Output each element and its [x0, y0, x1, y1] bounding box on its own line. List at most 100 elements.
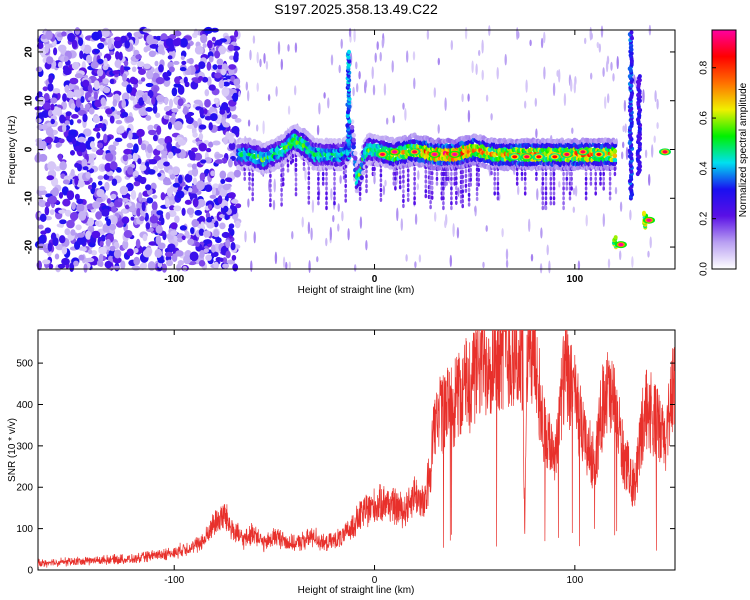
spectrogram-cell — [477, 177, 481, 182]
spectrogram-cell — [365, 188, 368, 194]
spectrogram-cell — [358, 186, 362, 192]
spectrogram-cell — [469, 177, 473, 182]
spectrogram-cell — [570, 171, 573, 177]
spectrogram-cell — [227, 44, 235, 52]
spectrogram-cell — [139, 263, 146, 270]
spectrogram-cell — [208, 122, 213, 131]
spectrogram-cell — [243, 171, 246, 177]
spectrogram-cell — [455, 200, 458, 205]
spectrogram-cell — [190, 227, 195, 235]
spectrogram-cell — [228, 132, 236, 138]
spectrogram-cell — [374, 52, 377, 63]
spectrogram-cell — [562, 181, 565, 186]
spectrogram-cell — [430, 195, 434, 200]
spectrogram-cell — [188, 187, 193, 193]
spectrogram-cell — [132, 152, 139, 162]
spectrogram-cell — [122, 239, 129, 250]
spectrogram-cell — [558, 181, 561, 188]
spectrogram-cell — [158, 64, 164, 73]
spectrogram-cell — [230, 199, 239, 204]
spectrogram-cell — [461, 93, 464, 103]
spectrogram-cell — [442, 186, 445, 191]
spectrogram-cell — [76, 198, 84, 205]
spectrogram-cell — [78, 37, 84, 46]
spectrogram-cell — [92, 115, 101, 124]
spectrogram-cell — [584, 176, 588, 181]
spectrogram-cell — [344, 183, 348, 189]
spectrogram-cell — [145, 115, 152, 121]
spectrogram-cell — [317, 186, 320, 191]
spectrogram-cell — [457, 187, 460, 197]
spectrogram-cell — [198, 259, 206, 267]
spectrogram-cell — [642, 89, 645, 104]
spectrogram-cell — [116, 110, 121, 116]
spectrogram-cell — [543, 31, 546, 44]
spectrogram-cell — [520, 171, 524, 177]
spectrogram-cell — [358, 71, 361, 80]
spectrogram-cell — [653, 135, 656, 143]
spectrogram-cell — [102, 64, 109, 71]
spectrogram-cell — [146, 70, 154, 80]
spectrogram-cell — [330, 54, 334, 66]
spectrogram-cell — [402, 174, 405, 179]
spectrogram-cell — [75, 224, 82, 231]
spectrogram-cell — [54, 253, 60, 260]
spectrogram-cell — [541, 191, 545, 196]
spectrogram-cell — [174, 215, 180, 224]
spectrogram-cell — [66, 219, 75, 229]
spectrogram-cell — [536, 188, 539, 201]
spectrogram-cell — [544, 181, 548, 186]
spectrogram-cell — [321, 181, 325, 186]
spectrogram-cell — [549, 196, 553, 201]
spectrogram-y-tick-label: 10 — [24, 95, 35, 107]
spectrogram-cell — [325, 191, 328, 196]
spectrogram-cell — [269, 178, 272, 183]
spectrogram-cell — [58, 209, 66, 214]
spectrogram-cell — [308, 260, 311, 274]
spectrogram-cell — [269, 183, 272, 188]
spectrogram-cell — [225, 239, 231, 248]
spectrogram-cell — [58, 153, 63, 162]
spectrogram-cell — [344, 178, 348, 184]
snr-y-axis-label: SNR (10 * v/v) — [7, 418, 18, 482]
spectrogram-cell — [394, 186, 397, 191]
spectrogram-y-tick-label: -20 — [24, 239, 35, 254]
spectrogram-cell — [584, 196, 588, 201]
spectrogram-cell — [317, 181, 320, 186]
spectrogram-cell — [248, 186, 251, 191]
spectrogram-cell — [548, 260, 551, 274]
spectrogram-cell — [301, 216, 304, 228]
spectrogram-cell — [194, 45, 204, 55]
spectrogram-cell — [136, 128, 145, 138]
snr-y-tick-label: 300 — [16, 441, 33, 452]
spectrogram-cell — [144, 212, 149, 222]
spectrogram-cell — [549, 171, 553, 177]
spectrogram-cell — [317, 171, 320, 177]
spectrogram-cell — [574, 185, 578, 197]
spectrogram-cell — [352, 86, 355, 97]
spectrogram-cell — [392, 150, 398, 154]
spectrogram-cell — [413, 176, 416, 181]
spectrogram-cell — [105, 238, 111, 247]
spectrogram-cell — [317, 176, 320, 181]
spectrogram-cell — [414, 213, 418, 225]
spectrogram-cell — [467, 93, 470, 102]
spectrogram-cell — [424, 169, 428, 174]
spectrogram-x-tick-label: -100 — [164, 274, 184, 285]
spectrogram-cell — [269, 188, 272, 193]
spectrogram-cell — [173, 83, 182, 88]
colorbar-tick-label: 0.8 — [699, 60, 710, 74]
spectrogram-cell — [230, 242, 236, 251]
spectrogram-cell — [402, 169, 405, 174]
spectrogram-cell — [318, 102, 321, 115]
spectrogram-cell — [57, 61, 63, 69]
spectrogram-cell — [133, 143, 139, 154]
spectrogram-cell — [199, 249, 205, 259]
spectrogram-cell — [155, 112, 161, 118]
spectrogram-cell — [230, 204, 235, 211]
spectrogram-cell — [339, 175, 342, 184]
spectrogram-cell — [112, 256, 122, 264]
spectrogram-cell — [151, 221, 158, 228]
spectrogram-cell — [633, 74, 636, 85]
spectrogram-cell — [47, 110, 53, 117]
